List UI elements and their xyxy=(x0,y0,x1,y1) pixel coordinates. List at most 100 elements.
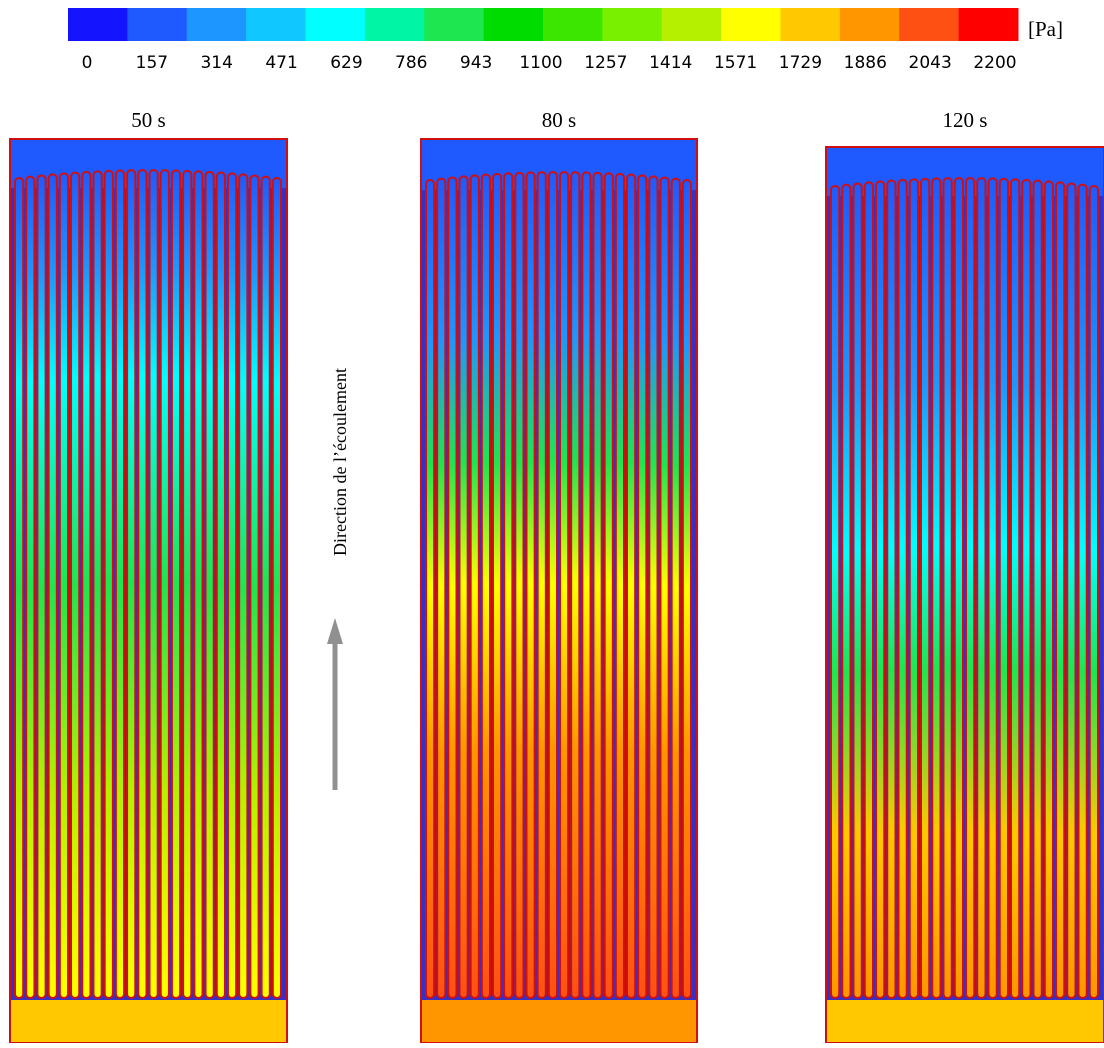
tube xyxy=(614,172,625,999)
tube xyxy=(503,172,514,999)
tube xyxy=(592,171,603,999)
tube xyxy=(875,180,886,999)
tube xyxy=(1021,178,1032,999)
tube xyxy=(458,175,469,1000)
tube xyxy=(987,177,998,1000)
tube xyxy=(260,175,271,999)
colorbar-swatch xyxy=(958,8,1019,41)
tube xyxy=(942,177,953,999)
tube xyxy=(559,171,570,999)
colorbar-tick-label: 1886 xyxy=(844,53,887,73)
colorbar-swatch xyxy=(246,8,306,41)
colorbar-unit: [Pa] xyxy=(1028,17,1063,41)
colorbar-swatch xyxy=(721,8,781,41)
tube xyxy=(1088,185,1099,999)
panel-title: 50 s xyxy=(131,108,165,132)
tube xyxy=(897,178,908,999)
panel-bottom xyxy=(826,1000,1104,1043)
colorbar-swatch xyxy=(661,8,722,41)
tube xyxy=(492,172,503,999)
tube xyxy=(25,175,36,999)
colorbar-swatch xyxy=(602,8,663,41)
tube xyxy=(953,177,964,999)
tube xyxy=(36,174,47,999)
tube xyxy=(1055,181,1066,1000)
tube xyxy=(425,179,436,999)
colorbar-swatch xyxy=(305,8,366,41)
tube xyxy=(436,177,447,999)
tube xyxy=(92,170,103,999)
colorbar-tick-label: 1729 xyxy=(779,53,822,73)
tube xyxy=(249,174,260,999)
tube xyxy=(159,169,170,999)
tube xyxy=(670,177,681,999)
colorbar-swatch xyxy=(364,8,425,41)
tube xyxy=(182,169,193,999)
tube xyxy=(447,176,458,999)
panel-bottom xyxy=(421,1000,697,1043)
tube xyxy=(886,179,897,999)
tube xyxy=(70,171,81,999)
tube xyxy=(525,171,536,1000)
tube xyxy=(570,171,581,999)
tube xyxy=(965,177,976,999)
tube xyxy=(114,169,126,1000)
colorbar-tick-label: 1257 xyxy=(584,53,627,73)
tube xyxy=(81,170,92,999)
colorbar-tick-label: 0 xyxy=(82,53,93,73)
tube xyxy=(852,182,863,999)
tube xyxy=(47,173,58,1000)
colorbar-swatch xyxy=(127,8,188,41)
tube xyxy=(648,175,659,1000)
tube xyxy=(514,171,525,999)
tube xyxy=(626,173,637,999)
tube xyxy=(469,174,480,999)
tube xyxy=(215,171,226,999)
tube xyxy=(547,171,558,999)
tube xyxy=(841,183,852,999)
tube xyxy=(976,177,987,999)
colorbar-swatch xyxy=(186,8,247,41)
tube xyxy=(536,171,547,999)
panel-title: 120 s xyxy=(943,108,988,132)
tube xyxy=(58,172,70,999)
tube xyxy=(170,169,182,1000)
panel-title: 80 s xyxy=(542,108,576,132)
tube xyxy=(14,177,25,999)
tube xyxy=(603,172,614,999)
tube xyxy=(659,176,670,999)
tube xyxy=(1066,182,1077,999)
colorbar-tick-label: 1100 xyxy=(519,53,562,73)
tube xyxy=(1032,179,1043,999)
colorbar-swatch xyxy=(899,8,960,41)
colorbar-tick-label: 1414 xyxy=(649,53,692,73)
flow-label: Direction de l’écoulement xyxy=(330,368,350,556)
colorbar-tick-label: 157 xyxy=(136,53,168,73)
colorbar-tick-label: 629 xyxy=(330,53,362,73)
tube xyxy=(1077,183,1088,999)
tube xyxy=(137,169,148,999)
tube xyxy=(126,169,137,999)
colorbar-swatch xyxy=(780,8,841,41)
colorbar-tick-label: 1571 xyxy=(714,53,757,73)
tube xyxy=(238,173,249,1000)
tube xyxy=(998,177,1009,999)
colorbar-swatch xyxy=(543,8,603,41)
tube xyxy=(581,171,592,1000)
colorbar-tick-label: 943 xyxy=(460,53,492,73)
panel-bottom xyxy=(10,1000,287,1043)
tube xyxy=(103,169,114,999)
tube xyxy=(148,169,159,999)
tube xyxy=(204,170,215,999)
tube xyxy=(480,173,492,999)
colorbar-swatch xyxy=(839,8,900,41)
tube xyxy=(908,178,919,999)
tube xyxy=(830,185,841,999)
colorbar-tick-label: 314 xyxy=(200,53,232,73)
colorbar-tick-label: 2043 xyxy=(909,53,952,73)
tube xyxy=(226,172,238,999)
tube xyxy=(920,177,931,999)
tube xyxy=(271,177,282,999)
colorbar-tick-label: 2200 xyxy=(973,53,1016,73)
